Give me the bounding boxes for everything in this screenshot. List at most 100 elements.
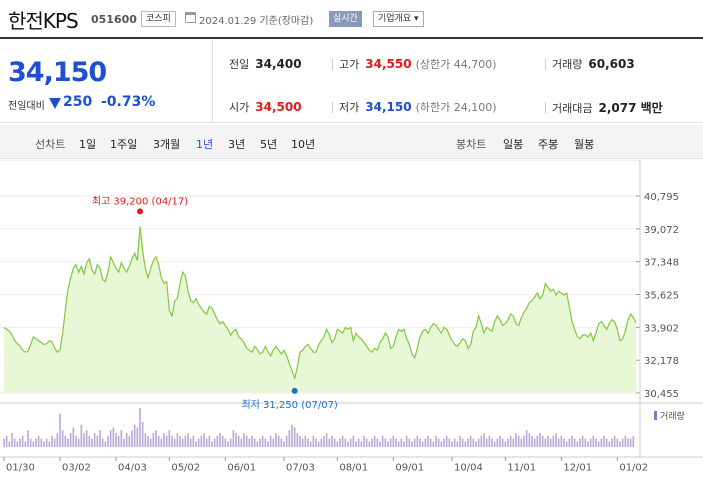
volume-bar — [48, 441, 51, 447]
volume-bar — [251, 435, 253, 447]
volume-bar — [299, 435, 301, 447]
volume-bar — [109, 430, 112, 447]
volume-bar — [440, 441, 443, 447]
volume-bar — [187, 433, 189, 447]
price-summary: 34,150 전일대비 250 -0.73% 전일 34,400 고가 34,550… — [0, 37, 703, 123]
volume-bar — [392, 435, 395, 447]
volume-bar — [557, 438, 560, 447]
volume-bar — [427, 435, 429, 447]
x-tick-label: 06/01 — [227, 462, 256, 473]
volume-bar — [3, 438, 5, 447]
period-10y[interactable]: 10년 — [291, 138, 316, 151]
volume-bar — [77, 438, 80, 447]
volume-bar — [128, 435, 131, 447]
market-badge: 코스피 — [141, 11, 176, 27]
volume-bar — [512, 438, 515, 447]
volume-bar — [280, 438, 283, 447]
volume-bar — [603, 435, 605, 447]
volume-bar — [219, 433, 221, 447]
x-tick-label: 01/30 — [6, 462, 35, 473]
volume-bar — [315, 438, 317, 447]
volume-bar — [101, 438, 104, 447]
volume-bar — [421, 441, 424, 447]
volume-bar — [429, 438, 432, 447]
period-3y[interactable]: 3년 — [228, 138, 246, 151]
volume-bar — [424, 438, 427, 447]
volume-bar — [485, 438, 488, 447]
period-1d[interactable]: 1일 — [79, 138, 97, 151]
volume-bar — [248, 438, 251, 447]
volume-bar — [472, 438, 475, 447]
volume-bar — [171, 435, 173, 447]
volume-bar — [8, 441, 11, 447]
x-tick-label: 05/02 — [171, 462, 200, 473]
volume-bar — [600, 438, 603, 447]
volume-bar — [480, 435, 483, 447]
candle-weekly[interactable]: 주봉 — [538, 138, 559, 151]
volume-bar — [368, 441, 371, 447]
price-chart-svg: 40,795 39,072 37,348 35,625 33,902 32,178 30,4… — [0, 159, 703, 473]
divider — [332, 102, 333, 113]
volume-bar — [75, 435, 77, 447]
volume-bar — [453, 438, 456, 447]
x-tick-label: 03/02 — [62, 462, 91, 473]
x-tick-label: 07/03 — [286, 462, 315, 473]
volume-bar — [352, 435, 355, 447]
period-1w[interactable]: 1주일 — [110, 138, 138, 151]
candle-daily[interactable]: 일봉 — [503, 138, 524, 151]
volume-bar — [493, 441, 496, 447]
volume-bar — [32, 441, 35, 447]
volume-bar — [123, 438, 125, 447]
volume-bar — [608, 441, 611, 447]
realtime-badge[interactable]: 실시간 — [329, 11, 362, 27]
divider — [545, 102, 546, 113]
price-line — [3, 226, 637, 380]
low: 저가 34,150 (하한가 24,100) — [339, 99, 497, 115]
volume-bar — [336, 441, 339, 447]
volume-bar — [627, 438, 629, 447]
volume-bar — [67, 438, 69, 447]
period-5y[interactable]: 5년 — [260, 138, 278, 151]
candle-monthly[interactable]: 월봉 — [574, 138, 595, 151]
price-chart[interactable]: 40,795 39,072 37,348 35,625 33,902 32,178 30,4… — [0, 159, 703, 485]
volume-bar — [397, 441, 400, 447]
volume-bar — [208, 435, 211, 447]
volume-bar — [213, 438, 216, 447]
x-tick-label: 01/02 — [619, 462, 648, 473]
volume-bar — [443, 438, 445, 447]
volume-bar — [224, 438, 227, 447]
volume-bar — [509, 435, 512, 447]
volume-bar — [360, 441, 363, 447]
volume-bar — [160, 438, 163, 447]
volume-bar — [507, 438, 509, 447]
volume-bar — [541, 435, 544, 447]
volume-bar — [499, 435, 501, 447]
volume-bar — [464, 441, 467, 447]
volume-bar — [155, 430, 157, 447]
period-3m[interactable]: 3개월 — [153, 138, 181, 151]
volume-bar — [419, 438, 421, 447]
volume-bar — [272, 438, 275, 447]
volume-bar — [587, 441, 589, 447]
volume-bar — [437, 438, 440, 447]
price-area-fill — [4, 226, 636, 393]
low-annotation: 최저 31,250 (07/07) — [241, 399, 337, 411]
volume-bar — [488, 435, 491, 447]
volume-bar — [72, 427, 75, 447]
prev-close: 전일 34,400 — [229, 56, 302, 72]
volume-bar — [459, 435, 461, 447]
volume-bar — [179, 435, 181, 447]
volume-bar — [293, 427, 296, 447]
volume-bar — [245, 435, 248, 447]
stock-header: 한전KPS 051600 코스피 2024.01.29 기준(장마감) 실시간 … — [0, 0, 703, 36]
volume-bar — [237, 435, 240, 447]
volume-bar — [619, 441, 621, 447]
volume-bar — [328, 438, 331, 447]
volume-bar — [325, 433, 328, 447]
company-info-dropdown[interactable]: 기업개요 ▾ — [373, 11, 424, 27]
volume-bar — [515, 433, 517, 447]
volume-bar — [624, 435, 627, 447]
period-1y[interactable]: 1년 — [196, 138, 214, 151]
volume-bar — [581, 435, 584, 447]
volume-bar — [589, 438, 592, 447]
